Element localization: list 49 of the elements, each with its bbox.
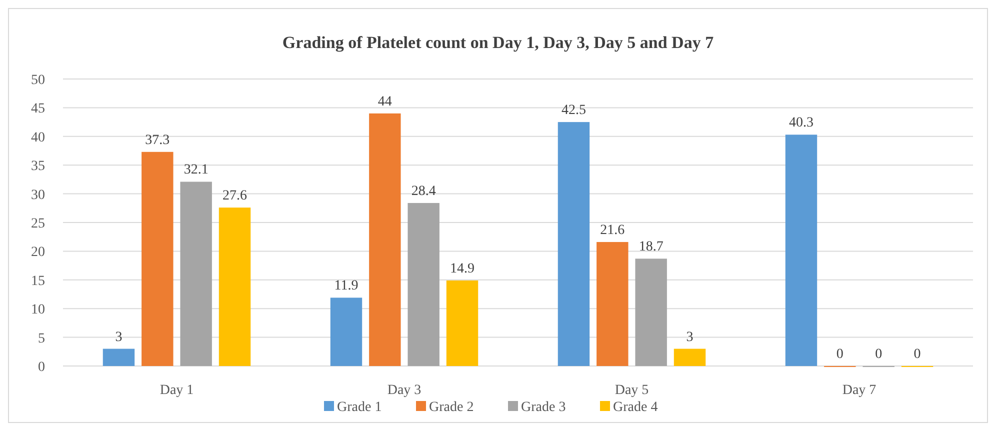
y-tick-label: 45 xyxy=(31,102,45,117)
bar xyxy=(180,182,212,366)
data-label: 14.9 xyxy=(450,261,475,276)
y-tick-label: 50 xyxy=(31,73,45,88)
bar xyxy=(408,202,440,366)
data-label: 0 xyxy=(914,347,921,362)
bar xyxy=(558,122,590,366)
bar xyxy=(142,152,174,366)
data-label: 11.9 xyxy=(334,278,358,294)
bar xyxy=(785,134,818,366)
bar xyxy=(674,348,706,366)
chart-title: Grading of Platelet count on Day 1, Day 3, Day 5 and Day 7 xyxy=(282,33,714,52)
bar xyxy=(635,258,667,366)
data-label: 3 xyxy=(686,330,694,345)
legend-label: Grade 3 xyxy=(521,400,566,415)
bar xyxy=(369,113,401,366)
data-label: 42.5 xyxy=(561,103,586,118)
bar xyxy=(102,348,135,366)
data-label: 40.3 xyxy=(788,116,814,131)
data-label: 32.1 xyxy=(184,162,208,178)
x-tick-label: Day 3 xyxy=(387,383,422,398)
y-tick-label: 10 xyxy=(31,302,45,318)
y-tick-label: 5 xyxy=(38,331,45,346)
y-tick-label: 0 xyxy=(38,360,45,375)
data-label: 18.7 xyxy=(638,240,664,255)
x-tick-label: Day 7 xyxy=(842,383,876,398)
bar xyxy=(596,242,628,366)
data-label: 0 xyxy=(836,347,844,362)
data-label: 0 xyxy=(875,347,882,362)
bar xyxy=(446,280,478,366)
y-tick-label: 30 xyxy=(31,188,45,203)
legend-label: Grade 1 xyxy=(337,400,382,415)
legend-label: Grade 4 xyxy=(613,400,658,415)
y-tick-label: 40 xyxy=(31,130,45,146)
x-tick-label: Day 1 xyxy=(160,383,194,398)
data-label: 21.6 xyxy=(600,223,625,238)
x-tick-label: Day 5 xyxy=(614,383,649,398)
legend-label: Grade 2 xyxy=(429,400,474,415)
y-tick-label: 25 xyxy=(31,216,45,232)
data-label: 27.6 xyxy=(222,188,248,204)
data-label: 37.3 xyxy=(145,132,170,148)
y-tick-label: 15 xyxy=(31,274,45,289)
data-label: 28.4 xyxy=(411,184,436,199)
y-tick-label: 20 xyxy=(31,245,45,260)
data-label: 44 xyxy=(378,94,392,110)
bar xyxy=(218,208,251,366)
y-tick-label: 35 xyxy=(31,159,45,174)
data-label: 3 xyxy=(115,330,122,345)
bar xyxy=(330,298,362,366)
